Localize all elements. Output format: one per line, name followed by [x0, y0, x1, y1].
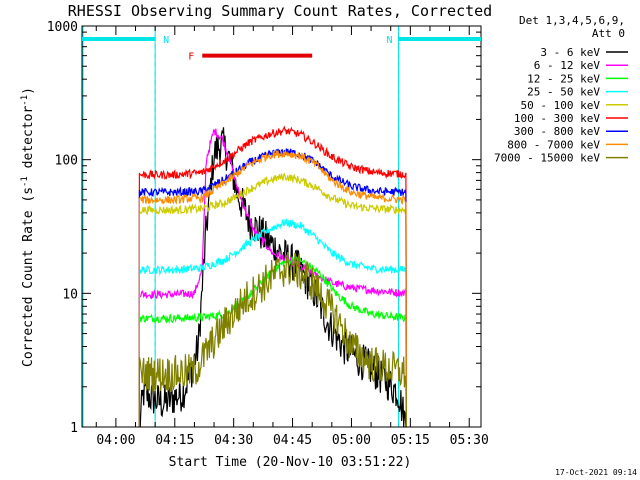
x-tick-label: 04:15: [155, 433, 194, 448]
series-group: [138, 125, 407, 428]
legend-label: 25 - 50 keV: [527, 86, 600, 99]
legend-header-line: Det 1,3,4,5,6,9,: [519, 14, 625, 27]
flare-label: F: [188, 52, 194, 63]
legend-label: 300 - 800 keV: [514, 125, 600, 138]
x-axis-label: Start Time (20-Nov-10 03:51:22): [169, 455, 412, 470]
x-tick-label: 05:15: [391, 433, 430, 448]
series-line-3: [138, 218, 407, 428]
series-line-2: [138, 255, 407, 428]
y-tick-label: 1: [70, 421, 78, 436]
legend-header-line: Att 0: [592, 27, 625, 40]
y-axis-label-mid: detector: [21, 106, 36, 177]
x-tick-label: 04:30: [214, 433, 253, 448]
x-tick-label: 05:00: [332, 433, 371, 448]
x-axis: 04:00 04:15 04:30 04:45 05:00 05:15 05:30: [95, 26, 489, 448]
chart-title: RHESSI Observing Summary Count Rates, Co…: [68, 2, 492, 20]
legend-label: 7000 - 15000 keV: [494, 152, 600, 165]
y-axis: 1 10 100 1000: [47, 20, 481, 436]
legend-label: 12 - 25 keV: [527, 72, 600, 85]
night-label: N: [163, 35, 169, 46]
series-line-5: [138, 125, 407, 428]
y-axis-label-end: ): [21, 87, 36, 95]
legend-label: 50 - 100 keV: [521, 99, 601, 112]
x-tick-label: 05:30: [450, 433, 489, 448]
y-axis-label-sup2: -1: [20, 95, 30, 106]
series-line-4: [138, 172, 407, 428]
y-tick-label: 1000: [47, 20, 78, 35]
y-axis-label-main: Corrected Count Rate (s: [21, 187, 36, 367]
y-tick-label: 10: [62, 287, 78, 302]
y-axis-label-sup1: -1: [20, 176, 30, 187]
timestamp: 17-Oct-2021 09:14: [555, 468, 637, 477]
x-tick-label: 04:45: [273, 433, 312, 448]
annotations: N N F: [82, 35, 481, 63]
x-tick-label: 04:00: [96, 433, 135, 448]
y-axis-label: Corrected Count Rate (s-1 detector-1): [20, 87, 36, 367]
y-tick-label: 100: [55, 154, 78, 169]
legend-label: 3 - 6 keV: [540, 46, 600, 59]
night-label: N: [387, 35, 393, 46]
plot-frame: [81, 25, 482, 428]
series-line-1: [138, 128, 407, 428]
series-line-7: [138, 150, 407, 428]
legend-label: 100 - 300 keV: [514, 112, 600, 125]
legend-label: 800 - 7000 keV: [507, 138, 600, 151]
legend-label: 6 - 12 keV: [534, 59, 601, 72]
series-line-8: [138, 251, 407, 428]
series-line-0: [138, 127, 407, 428]
